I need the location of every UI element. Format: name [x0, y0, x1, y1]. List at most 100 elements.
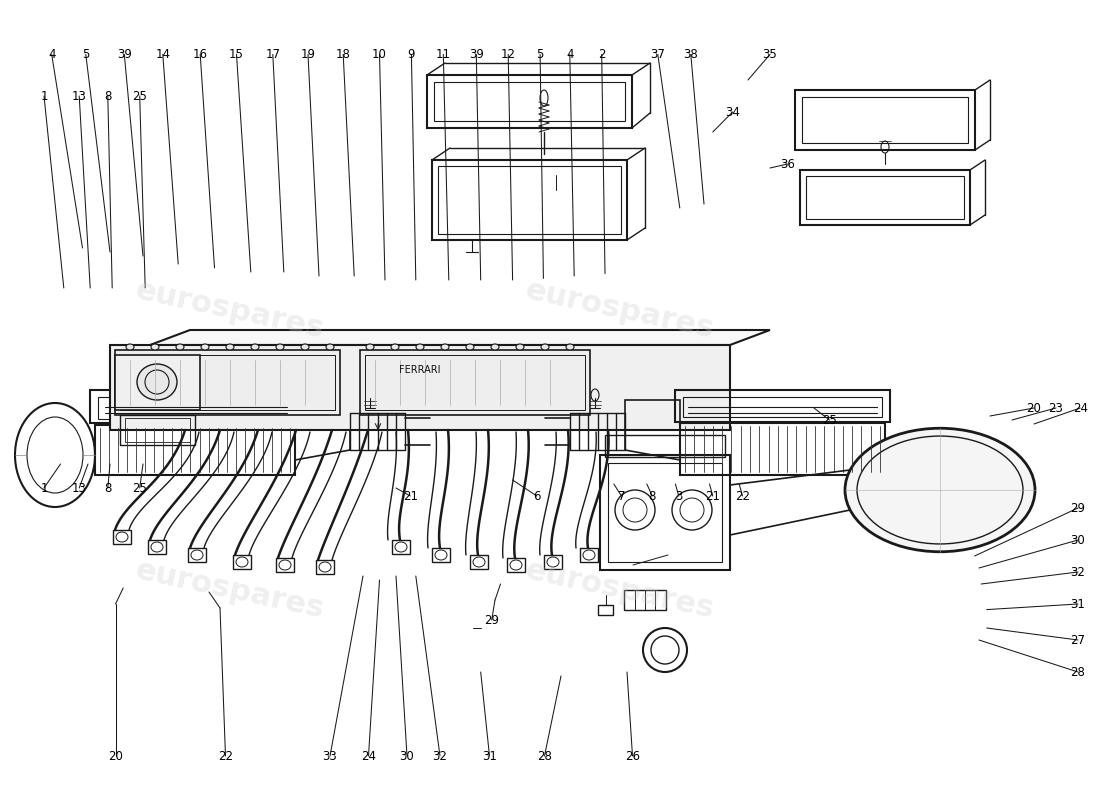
Text: 21: 21 — [403, 490, 418, 502]
Bar — [507, 558, 525, 572]
Text: 15: 15 — [229, 48, 244, 61]
Polygon shape — [150, 330, 770, 345]
Bar — [432, 548, 450, 562]
Text: 22: 22 — [218, 750, 233, 762]
Text: 34: 34 — [725, 106, 740, 118]
Polygon shape — [360, 350, 590, 415]
Text: 29: 29 — [484, 614, 499, 626]
Text: 25: 25 — [822, 414, 837, 426]
Text: 38: 38 — [683, 48, 698, 61]
Text: 36: 36 — [780, 158, 795, 170]
Text: 14: 14 — [155, 48, 170, 61]
Text: 33: 33 — [322, 750, 338, 762]
Bar — [113, 530, 131, 544]
Polygon shape — [110, 345, 730, 430]
Ellipse shape — [326, 344, 334, 350]
Text: 20: 20 — [108, 750, 123, 762]
Bar — [148, 540, 166, 554]
Text: 30: 30 — [1070, 534, 1086, 546]
Text: eurospares: eurospares — [133, 276, 327, 344]
Text: 17: 17 — [265, 48, 280, 61]
Ellipse shape — [276, 344, 284, 350]
Ellipse shape — [516, 344, 524, 350]
Text: 24: 24 — [361, 750, 376, 762]
Text: 12: 12 — [500, 48, 516, 61]
Ellipse shape — [126, 344, 134, 350]
Text: 8: 8 — [649, 490, 656, 502]
Text: 6: 6 — [534, 490, 540, 502]
Text: 25: 25 — [132, 482, 147, 494]
Text: 4: 4 — [48, 48, 55, 61]
Bar — [392, 540, 410, 554]
Text: 7: 7 — [618, 490, 625, 502]
Ellipse shape — [201, 344, 209, 350]
Text: 5: 5 — [82, 48, 89, 61]
Bar — [188, 548, 206, 562]
Ellipse shape — [541, 344, 549, 350]
Ellipse shape — [301, 344, 309, 350]
Ellipse shape — [138, 364, 177, 400]
Text: 10: 10 — [372, 48, 387, 61]
Text: 29: 29 — [1070, 502, 1086, 514]
Ellipse shape — [491, 344, 499, 350]
Text: 9: 9 — [408, 48, 415, 61]
Bar — [624, 590, 666, 610]
Bar — [125, 418, 190, 442]
Text: 11: 11 — [436, 48, 451, 61]
Text: 28: 28 — [1070, 666, 1086, 678]
Ellipse shape — [151, 344, 160, 350]
Text: 2: 2 — [598, 48, 605, 61]
Text: 13: 13 — [72, 482, 87, 494]
Text: 21: 21 — [705, 490, 720, 502]
Text: 13: 13 — [72, 90, 87, 102]
Ellipse shape — [176, 344, 184, 350]
Text: 4: 4 — [566, 48, 573, 61]
Text: 1: 1 — [41, 90, 47, 102]
Text: eurospares: eurospares — [133, 556, 327, 624]
Ellipse shape — [390, 344, 399, 350]
Text: 23: 23 — [1048, 402, 1064, 414]
Text: 37: 37 — [650, 48, 666, 61]
Ellipse shape — [441, 344, 449, 350]
Text: 24: 24 — [1072, 402, 1088, 414]
Ellipse shape — [466, 344, 474, 350]
Text: 5: 5 — [537, 48, 543, 61]
Bar — [605, 435, 725, 457]
Text: FERRARI: FERRARI — [399, 365, 441, 375]
Bar — [580, 548, 598, 562]
Text: 20: 20 — [1026, 402, 1042, 414]
Polygon shape — [116, 350, 340, 415]
Text: eurospares: eurospares — [522, 276, 717, 344]
Bar — [470, 555, 488, 569]
Text: 22: 22 — [735, 490, 750, 502]
Text: 8: 8 — [104, 482, 111, 494]
Ellipse shape — [566, 344, 574, 350]
Text: 30: 30 — [399, 750, 415, 762]
Text: 32: 32 — [432, 750, 448, 762]
Text: 32: 32 — [1070, 566, 1086, 578]
Text: 28: 28 — [537, 750, 552, 762]
Text: 31: 31 — [482, 750, 497, 762]
Bar — [598, 605, 613, 615]
Bar — [116, 355, 200, 410]
Text: 31: 31 — [1070, 598, 1086, 610]
Ellipse shape — [416, 344, 424, 350]
Bar — [544, 555, 562, 569]
Text: 18: 18 — [336, 48, 351, 61]
Ellipse shape — [226, 344, 234, 350]
Bar — [233, 555, 251, 569]
Text: 25: 25 — [132, 90, 147, 102]
Ellipse shape — [251, 344, 258, 350]
Text: 1: 1 — [41, 482, 47, 494]
Text: 27: 27 — [1070, 634, 1086, 646]
Text: eurospares: eurospares — [522, 556, 717, 624]
Ellipse shape — [366, 344, 374, 350]
Bar — [316, 560, 334, 574]
Text: 35: 35 — [762, 48, 778, 61]
Text: 39: 39 — [469, 48, 484, 61]
Text: 26: 26 — [625, 750, 640, 762]
Text: 3: 3 — [675, 490, 682, 502]
Ellipse shape — [845, 428, 1035, 552]
Bar — [276, 558, 294, 572]
Text: 19: 19 — [300, 48, 316, 61]
